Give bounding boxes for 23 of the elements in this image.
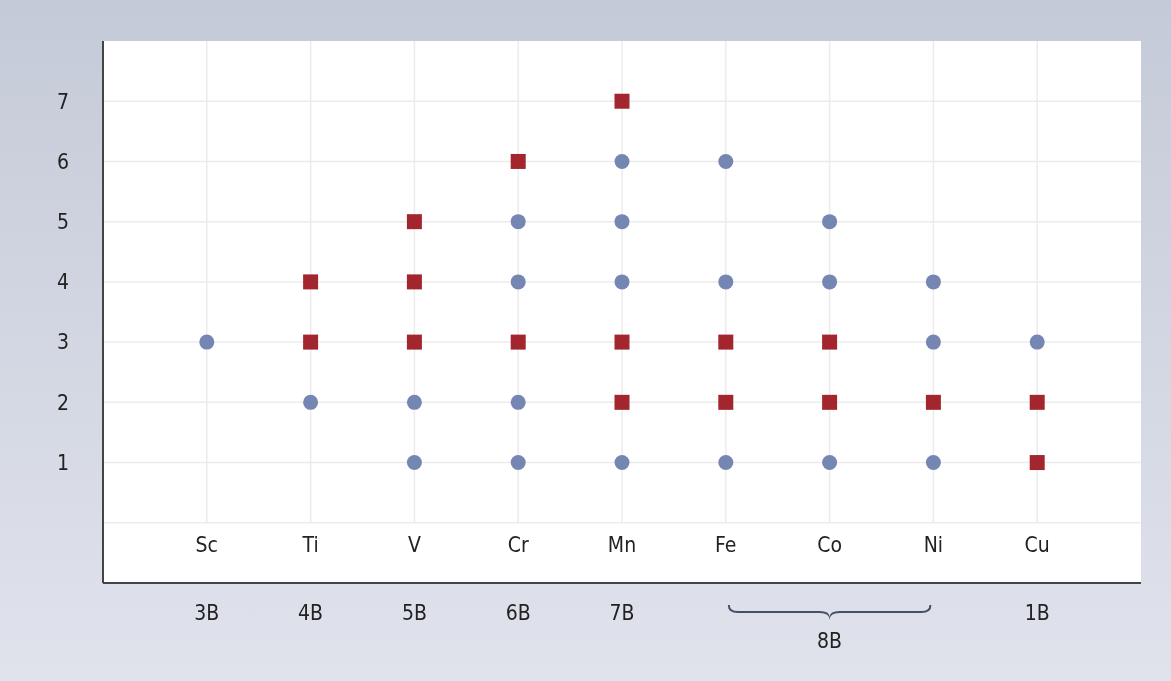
- x-tick-label: Sc: [195, 533, 218, 558]
- y-tick-label: 4: [56, 270, 70, 295]
- y-tick-label: 3: [56, 330, 70, 355]
- text: 7B: [609, 601, 635, 626]
- text: 5B: [401, 601, 427, 626]
- text: 6B: [505, 601, 531, 626]
- text: 8B: [817, 629, 843, 654]
- text: 1B: [1024, 601, 1050, 626]
- x-tick-label: V: [407, 533, 421, 558]
- x-tick-label: Co: [817, 533, 842, 558]
- y-tick-label: 2: [56, 390, 70, 415]
- x-tick-label: Mn: [607, 533, 637, 558]
- x-tick-label: Fe: [715, 533, 737, 558]
- x-tick-label: Ni: [923, 533, 944, 558]
- x-tick-label: Ti: [301, 533, 319, 558]
- text: 4B: [298, 601, 324, 626]
- text: 3B: [194, 601, 220, 626]
- y-tick-label: 6: [56, 149, 70, 174]
- y-tick-label: 7: [56, 89, 70, 114]
- y-tick-label: 1: [56, 450, 70, 475]
- x-tick-label: Cr: [507, 533, 529, 558]
- y-tick-label: 5: [56, 210, 70, 235]
- x-tick-label: Cu: [1024, 533, 1050, 558]
